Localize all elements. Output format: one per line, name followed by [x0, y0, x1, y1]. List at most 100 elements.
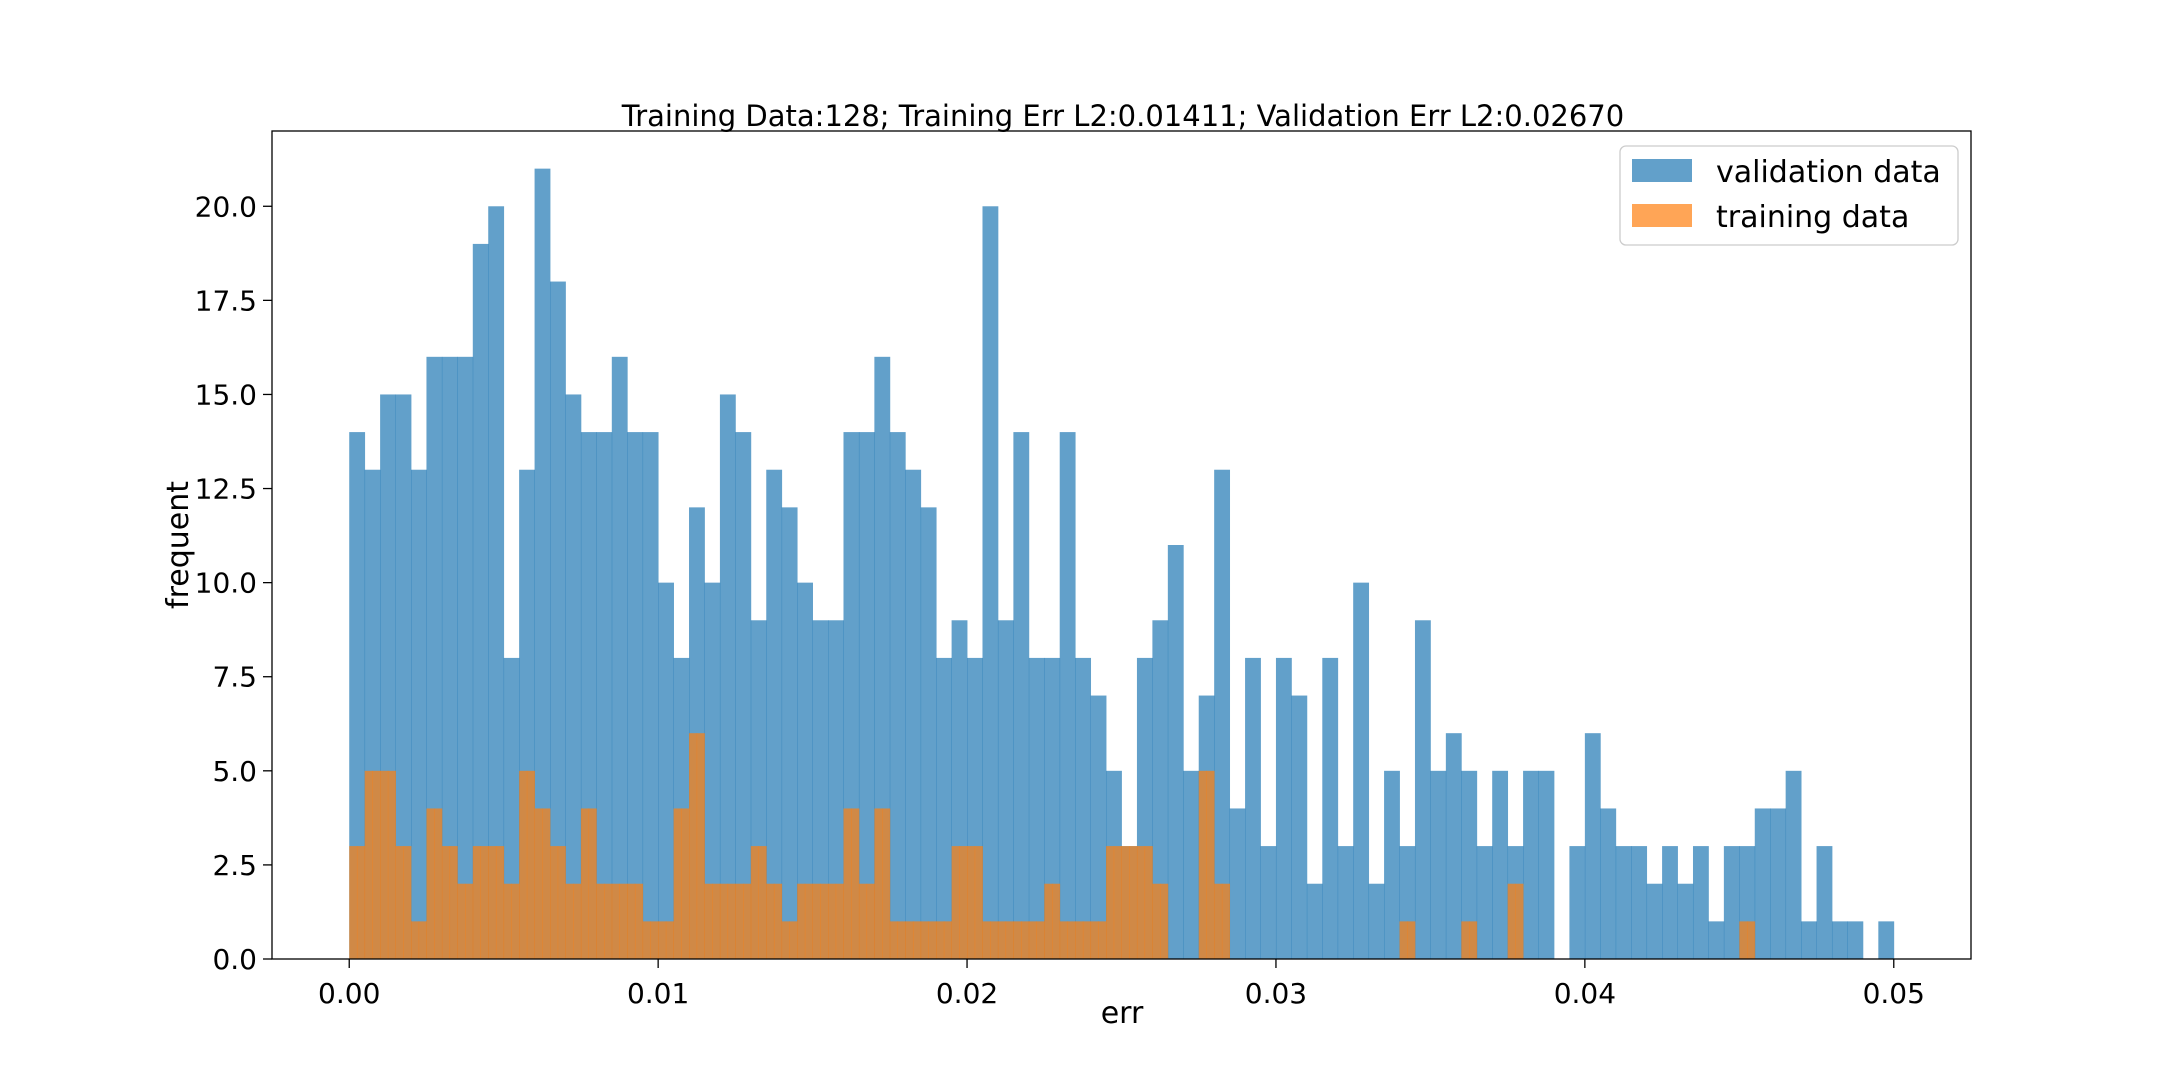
validation-bar: [1445, 733, 1462, 959]
training-bar: [773, 883, 783, 959]
training-bar: [395, 846, 404, 959]
training-bar: [1214, 883, 1223, 959]
legend-box: [1619, 145, 1959, 246]
training-bar: [411, 921, 420, 959]
training-bar: [1469, 921, 1478, 959]
training-bar: [967, 846, 976, 959]
training-bar: [858, 883, 868, 959]
validation-bar: [1831, 921, 1848, 959]
x-tick-label: 0.00: [318, 977, 380, 1010]
training-bar: [619, 883, 628, 959]
training-bar: [580, 808, 590, 959]
training-bar: [1144, 846, 1153, 959]
validation-bar: [1353, 582, 1370, 959]
training-bar: [1407, 921, 1416, 959]
training-bar: [611, 883, 620, 959]
training-bar: [457, 883, 466, 959]
training-bar: [905, 921, 914, 959]
training-bar: [882, 808, 891, 959]
x-axis-label: err: [1101, 996, 1144, 1031]
training-bar: [820, 883, 829, 959]
validation-bar: [1677, 883, 1694, 959]
training-bar: [1098, 921, 1107, 959]
y-tick-label: 0.0: [212, 943, 257, 976]
training-bar: [503, 883, 512, 959]
training-bar: [1206, 770, 1215, 959]
validation-bar: [997, 620, 1014, 959]
validation-bar: [858, 432, 875, 959]
training-bar: [704, 883, 713, 959]
x-axis: 0.00 0.01 0.02 0.03 0.04 0.05: [318, 959, 1925, 1010]
training-bar: [866, 883, 875, 959]
x-tick-label: 0.04: [1554, 977, 1616, 1010]
training-bar: [526, 770, 535, 959]
x-tick-label: 0.03: [1245, 977, 1307, 1010]
validation-bar: [658, 582, 674, 959]
training-bar: [449, 846, 458, 959]
training-bar: [1129, 846, 1138, 959]
y-tick-label: 12.5: [195, 473, 257, 506]
chart-title: Training Data:128; Training Err L2:0.014…: [621, 99, 1624, 133]
training-bar: [990, 921, 999, 959]
y-axis: 0.0 2.5 5.0 7.5 10.0 12.5 15.0 17.5 20.0: [195, 190, 272, 976]
validation-bar: [812, 620, 829, 959]
training-bar: [735, 883, 744, 959]
training-bar: [851, 808, 860, 959]
training-bar: [372, 770, 381, 959]
training-bar: [1739, 921, 1748, 959]
validation-bar: [642, 432, 659, 959]
x-tick-label: 0.05: [1863, 977, 1925, 1010]
validation-bar: [766, 469, 783, 959]
training-bar: [681, 808, 690, 959]
validation-bar: [1754, 808, 1771, 959]
training-bar: [1051, 883, 1061, 959]
validation-bar: [596, 432, 613, 959]
validation-bar: [719, 394, 736, 959]
y-tick-label: 15.0: [195, 378, 257, 411]
validation-bar: [1291, 695, 1308, 959]
validation-bar: [1059, 432, 1076, 959]
training-bar: [1075, 921, 1084, 959]
y-tick-label: 10.0: [195, 567, 257, 600]
training-bar: [488, 846, 497, 959]
validation-bar: [1600, 808, 1617, 959]
training-bar: [434, 808, 443, 959]
validation-bar: [1167, 545, 1184, 959]
validation-bar: [1075, 657, 1092, 959]
training-bar: [951, 846, 960, 959]
training-bar: [766, 883, 775, 959]
validation-bar: [735, 432, 752, 959]
training-bar: [1152, 883, 1161, 959]
training-bar: [364, 770, 373, 959]
validation-bar: [1476, 846, 1493, 959]
training-bar: [812, 883, 821, 959]
validation-bar: [1770, 808, 1787, 959]
legend-label-validation: validation data: [1716, 155, 1941, 190]
validation-bar: [349, 432, 366, 959]
training-bar: [573, 883, 582, 959]
validation-bar: [441, 356, 458, 959]
validation-bar: [1214, 469, 1231, 959]
training-bar: [727, 883, 736, 959]
validation-bar: [1523, 770, 1539, 959]
training-bar: [1059, 921, 1068, 959]
training-bar: [828, 883, 837, 959]
validation-bar: [1723, 846, 1740, 959]
training-bar: [982, 921, 991, 959]
validation-bar: [828, 620, 844, 959]
y-tick-label: 5.0: [212, 755, 257, 788]
training-bar: [1136, 846, 1146, 959]
training-bar: [1028, 921, 1037, 959]
validation-bar: [565, 394, 582, 959]
validation-bar: [1229, 808, 1246, 959]
training-bar: [758, 846, 767, 959]
training-bar: [1515, 883, 1524, 959]
validation-bar: [1708, 921, 1725, 959]
training-bar: [719, 883, 729, 959]
training-bar: [634, 883, 644, 959]
legend-label-training: training data: [1716, 200, 1909, 235]
training-bar: [750, 846, 759, 959]
training-bar: [387, 770, 396, 959]
training-bar: [1399, 921, 1408, 959]
